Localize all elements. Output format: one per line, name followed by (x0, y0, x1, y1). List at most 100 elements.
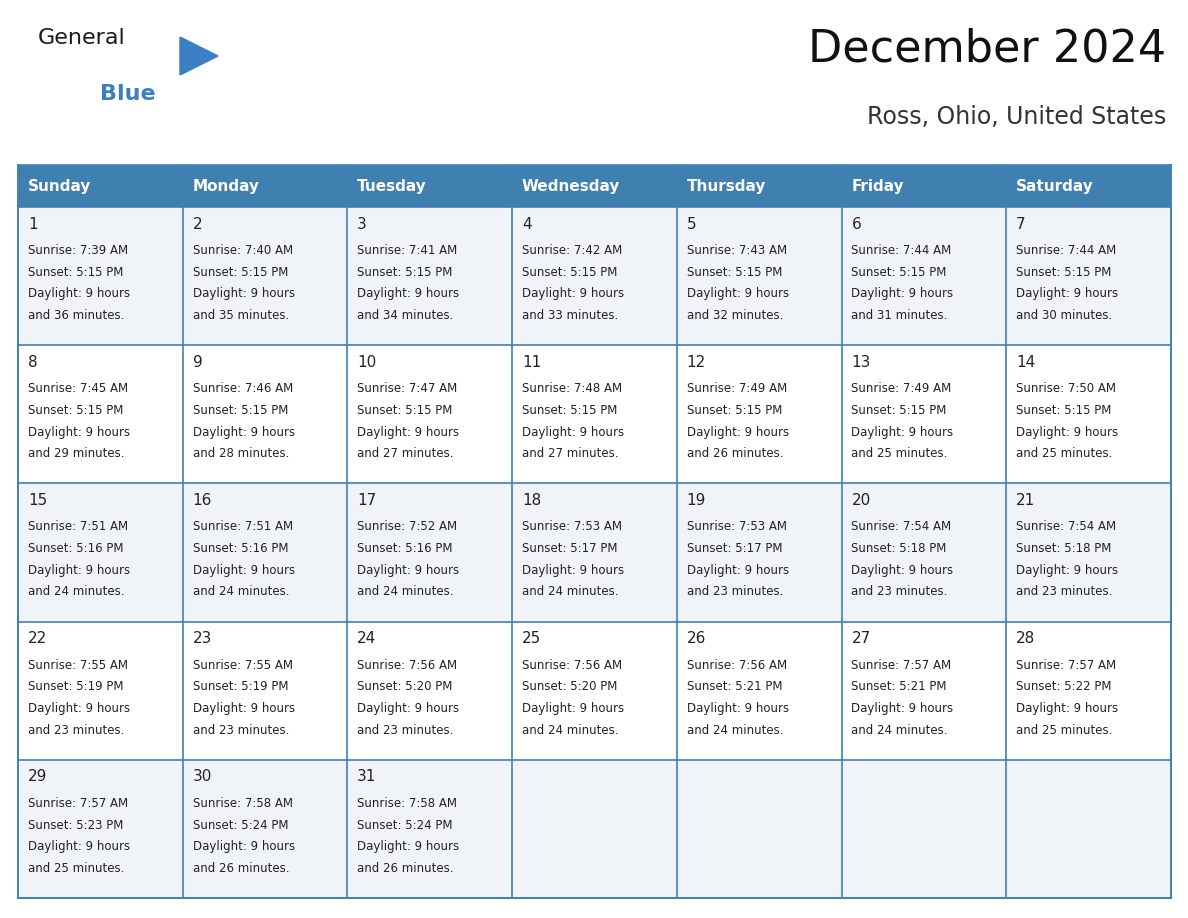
Text: Sunrise: 7:40 AM: Sunrise: 7:40 AM (192, 244, 292, 257)
Text: 18: 18 (522, 493, 542, 508)
Text: 15: 15 (27, 493, 48, 508)
Text: Daylight: 9 hours: Daylight: 9 hours (27, 840, 129, 853)
Text: Saturday: Saturday (1016, 178, 1094, 194)
Text: 30: 30 (192, 769, 211, 785)
Text: and 23 minutes.: and 23 minutes. (27, 723, 125, 736)
Text: 13: 13 (852, 355, 871, 370)
Text: Daylight: 9 hours: Daylight: 9 hours (852, 702, 954, 715)
Text: 28: 28 (1016, 632, 1036, 646)
Text: Daylight: 9 hours: Daylight: 9 hours (192, 702, 295, 715)
Text: Sunrise: 7:45 AM: Sunrise: 7:45 AM (27, 382, 128, 396)
Text: Daylight: 9 hours: Daylight: 9 hours (27, 287, 129, 300)
Text: Sunrise: 7:49 AM: Sunrise: 7:49 AM (687, 382, 786, 396)
Text: Sunrise: 7:56 AM: Sunrise: 7:56 AM (522, 658, 623, 672)
Text: Sunrise: 7:52 AM: Sunrise: 7:52 AM (358, 521, 457, 533)
Text: Sunset: 5:19 PM: Sunset: 5:19 PM (27, 680, 124, 693)
Text: and 24 minutes.: and 24 minutes. (687, 723, 783, 736)
Text: Sunset: 5:16 PM: Sunset: 5:16 PM (358, 543, 453, 555)
Text: Sunset: 5:15 PM: Sunset: 5:15 PM (27, 265, 124, 279)
Text: 22: 22 (27, 632, 48, 646)
Text: Daylight: 9 hours: Daylight: 9 hours (522, 426, 624, 439)
Text: Sunrise: 7:44 AM: Sunrise: 7:44 AM (852, 244, 952, 257)
Text: Sunset: 5:15 PM: Sunset: 5:15 PM (358, 404, 453, 417)
Text: Sunset: 5:18 PM: Sunset: 5:18 PM (1016, 543, 1112, 555)
Text: Sunset: 5:21 PM: Sunset: 5:21 PM (852, 680, 947, 693)
Text: and 23 minutes.: and 23 minutes. (687, 586, 783, 599)
Text: and 26 minutes.: and 26 minutes. (358, 862, 454, 875)
Text: Daylight: 9 hours: Daylight: 9 hours (687, 702, 789, 715)
Text: Daylight: 9 hours: Daylight: 9 hours (27, 702, 129, 715)
Text: 2: 2 (192, 217, 202, 231)
Text: 7: 7 (1016, 217, 1025, 231)
Text: Sunset: 5:20 PM: Sunset: 5:20 PM (358, 680, 453, 693)
Text: and 25 minutes.: and 25 minutes. (852, 447, 948, 460)
Text: Sunset: 5:15 PM: Sunset: 5:15 PM (522, 404, 618, 417)
Text: 12: 12 (687, 355, 706, 370)
Text: Daylight: 9 hours: Daylight: 9 hours (192, 840, 295, 853)
Text: 6: 6 (852, 217, 861, 231)
Text: 3: 3 (358, 217, 367, 231)
Text: and 27 minutes.: and 27 minutes. (358, 447, 454, 460)
Text: Sunrise: 7:53 AM: Sunrise: 7:53 AM (687, 521, 786, 533)
Text: 5: 5 (687, 217, 696, 231)
Text: Sunrise: 7:58 AM: Sunrise: 7:58 AM (358, 797, 457, 810)
Text: Sunset: 5:15 PM: Sunset: 5:15 PM (1016, 404, 1112, 417)
Text: Sunset: 5:15 PM: Sunset: 5:15 PM (687, 404, 782, 417)
Text: Daylight: 9 hours: Daylight: 9 hours (852, 287, 954, 300)
Text: Sunset: 5:15 PM: Sunset: 5:15 PM (852, 265, 947, 279)
Text: Sunrise: 7:41 AM: Sunrise: 7:41 AM (358, 244, 457, 257)
Text: and 35 minutes.: and 35 minutes. (192, 309, 289, 322)
Polygon shape (181, 37, 219, 75)
FancyBboxPatch shape (347, 165, 512, 207)
Text: December 2024: December 2024 (808, 28, 1165, 71)
Text: 17: 17 (358, 493, 377, 508)
Text: Daylight: 9 hours: Daylight: 9 hours (1016, 287, 1118, 300)
Text: Daylight: 9 hours: Daylight: 9 hours (852, 564, 954, 577)
Text: Sunset: 5:21 PM: Sunset: 5:21 PM (687, 680, 782, 693)
Bar (18, 484, 1171, 621)
Text: and 23 minutes.: and 23 minutes. (192, 723, 289, 736)
Text: and 24 minutes.: and 24 minutes. (852, 723, 948, 736)
Text: Ross, Ohio, United States: Ross, Ohio, United States (867, 105, 1165, 129)
Text: Sunset: 5:15 PM: Sunset: 5:15 PM (522, 265, 618, 279)
Text: Daylight: 9 hours: Daylight: 9 hours (1016, 702, 1118, 715)
Text: Sunset: 5:22 PM: Sunset: 5:22 PM (1016, 680, 1112, 693)
Text: 11: 11 (522, 355, 542, 370)
Text: 10: 10 (358, 355, 377, 370)
Text: and 33 minutes.: and 33 minutes. (522, 309, 618, 322)
Text: 1: 1 (27, 217, 38, 231)
Text: 23: 23 (192, 632, 211, 646)
Text: and 30 minutes.: and 30 minutes. (1016, 309, 1112, 322)
Text: Sunrise: 7:56 AM: Sunrise: 7:56 AM (358, 658, 457, 672)
Text: Sunrise: 7:49 AM: Sunrise: 7:49 AM (852, 382, 952, 396)
Text: Daylight: 9 hours: Daylight: 9 hours (522, 564, 624, 577)
Text: Daylight: 9 hours: Daylight: 9 hours (687, 426, 789, 439)
Text: General: General (38, 28, 126, 48)
FancyBboxPatch shape (18, 165, 183, 207)
Text: 20: 20 (852, 493, 871, 508)
Text: 29: 29 (27, 769, 48, 785)
Text: Sunset: 5:19 PM: Sunset: 5:19 PM (192, 680, 289, 693)
Text: Sunset: 5:24 PM: Sunset: 5:24 PM (358, 819, 453, 832)
Text: Sunrise: 7:43 AM: Sunrise: 7:43 AM (687, 244, 786, 257)
Text: Sunrise: 7:57 AM: Sunrise: 7:57 AM (852, 658, 952, 672)
Text: Sunrise: 7:55 AM: Sunrise: 7:55 AM (192, 658, 292, 672)
Text: and 23 minutes.: and 23 minutes. (358, 723, 454, 736)
Text: Sunset: 5:15 PM: Sunset: 5:15 PM (687, 265, 782, 279)
Bar (18, 621, 1171, 760)
Text: Sunset: 5:24 PM: Sunset: 5:24 PM (192, 819, 289, 832)
FancyBboxPatch shape (1006, 165, 1171, 207)
Text: Sunrise: 7:50 AM: Sunrise: 7:50 AM (1016, 382, 1117, 396)
FancyBboxPatch shape (841, 165, 1006, 207)
Text: and 31 minutes.: and 31 minutes. (852, 309, 948, 322)
Text: Sunset: 5:15 PM: Sunset: 5:15 PM (192, 265, 287, 279)
Text: Daylight: 9 hours: Daylight: 9 hours (192, 426, 295, 439)
Text: 4: 4 (522, 217, 532, 231)
Text: Sunrise: 7:54 AM: Sunrise: 7:54 AM (1016, 521, 1117, 533)
Text: Daylight: 9 hours: Daylight: 9 hours (852, 426, 954, 439)
Text: 14: 14 (1016, 355, 1036, 370)
Text: Blue: Blue (100, 84, 156, 104)
Text: Sunset: 5:17 PM: Sunset: 5:17 PM (687, 543, 782, 555)
Text: Daylight: 9 hours: Daylight: 9 hours (522, 287, 624, 300)
Text: and 36 minutes.: and 36 minutes. (27, 309, 125, 322)
